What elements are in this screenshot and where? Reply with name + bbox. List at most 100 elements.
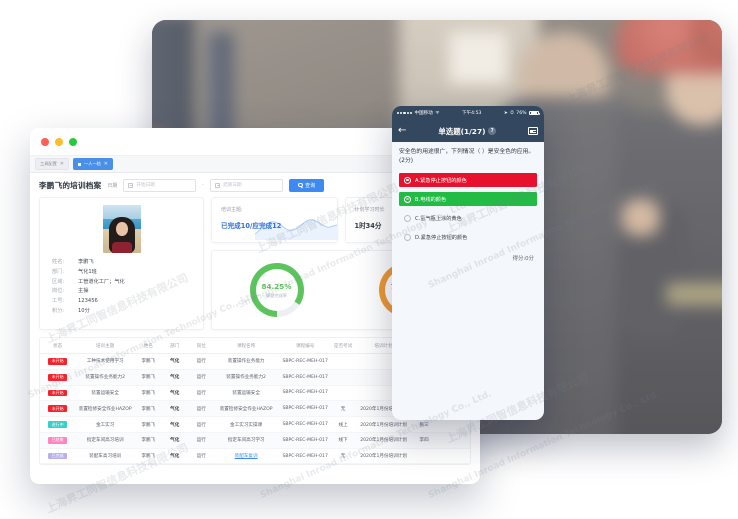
table-header-row: 状态培训主题姓名部门岗位课程名称课程编号是否考试培训计划讲师培训日期 <box>40 338 470 354</box>
course-cell: 金工实习实操课 <box>214 416 278 433</box>
tab-tool-config[interactable]: 工具配置 ✕ <box>35 158 69 170</box>
radio-icon <box>404 214 411 222</box>
name-cell: 李鹏飞 <box>135 416 162 433</box>
date-cell <box>434 432 470 449</box>
kpi-row: 培训主题: 已完成10/应完成12 计划学习时长 1时34分 <box>211 197 471 243</box>
column-header: 部门 <box>161 338 188 354</box>
maximize-icon[interactable] <box>69 137 77 146</box>
search-button[interactable]: 查询 <box>289 178 325 192</box>
training-topic-card: 培训主题: 已完成10/应完成12 <box>211 197 338 243</box>
close-icon[interactable]: ✕ <box>103 161 108 167</box>
option-d[interactable]: D.紧急停止按钮的颜色 <box>399 231 537 245</box>
phone-title: 单选题(1/27) ? <box>438 126 496 137</box>
back-arrow-icon[interactable]: ← <box>398 125 407 136</box>
course-cell: 指定车间高习学习 <box>214 432 278 449</box>
topic-cell: 装置操作业务能力2 <box>75 369 136 386</box>
battery-icon <box>529 110 540 116</box>
phone-navbar: ← 单选题(1/27) ? <box>392 120 544 142</box>
profile-field-list: 姓名: 李鹏飞 部门: 气化1班 区域: 工管道化工厂；气化 岗位: <box>40 259 203 314</box>
course-cell: 装置检修安全作业HAZOP <box>214 400 278 418</box>
radio-icon <box>404 195 411 203</box>
close-icon[interactable]: ✕ <box>59 161 64 167</box>
status-cell: 未开始 <box>40 369 76 386</box>
post-cell: 运行 <box>187 416 215 433</box>
field-label: 工号: <box>52 298 65 305</box>
carrier-label: 中国移动 <box>414 111 433 116</box>
status-badge: 已结束 <box>48 436 67 444</box>
radio-icon <box>404 176 411 184</box>
dept-cell: 气化 <box>161 353 188 370</box>
dept-cell: 气化 <box>161 448 188 465</box>
mobile-phone-mockup: 中国移动 ᯤ 下午4:53 ➤ ⏱ 76% ← 单选题(1/27) ? 安全色的… <box>392 106 544 420</box>
dept-cell: 气化 <box>161 369 188 386</box>
column-header: 岗位 <box>187 338 215 354</box>
status-badge: 已完成 <box>48 452 67 460</box>
field-label: 姓名: <box>52 259 65 265</box>
table-row[interactable]: 已完成 装配车高习培训 李鹏飞 气化 运行 装配车复训 SBPC-REC-MEH-017 无 2… <box>40 448 470 465</box>
exam-cell <box>332 353 354 370</box>
battery-percent: 76% <box>516 110 527 116</box>
card-icon[interactable] <box>527 127 538 135</box>
option-a[interactable]: A.紧急停止按钮的颜色 <box>399 172 537 188</box>
option-label: D.紧急停止按钮的颜色 <box>415 235 468 242</box>
field-label: 积分: <box>52 307 65 314</box>
exam-cell: 无 <box>332 400 354 418</box>
phone-title-label: 单选题(1/27) <box>438 126 486 136</box>
end-date-input[interactable]: 结束日期 <box>210 178 284 192</box>
option-c[interactable]: C.氢气瓶上涂的黄色 <box>399 211 537 225</box>
option-b[interactable]: B.电线的颜色 <box>399 192 537 207</box>
status-badge: 未开始 <box>48 358 67 365</box>
profile-field: 岗位: 主操 <box>52 289 191 294</box>
course-cell[interactable]: 装配车复训 <box>214 448 278 465</box>
date-range-label: 日期 <box>107 182 118 189</box>
minimize-icon[interactable] <box>55 137 63 146</box>
dept-cell: 气化 <box>161 385 188 402</box>
post-cell: 运行 <box>187 448 215 465</box>
field-value: 123456 <box>78 298 98 305</box>
avatar <box>102 205 141 253</box>
employee-profile-card: 姓名: 李鹏飞 部门: 气化1班 区域: 工管道化工厂；气化 岗位: <box>39 197 204 330</box>
close-icon[interactable] <box>41 137 49 146</box>
status-badge: 未开始 <box>48 405 67 413</box>
column-header: 是否考试 <box>332 338 354 354</box>
search-button-label: 查询 <box>305 182 316 189</box>
topic-cell: 指定车间高习培训 <box>75 432 136 449</box>
table-row[interactable]: 未开始 装置检修安全作业HAZOP 李鹏飞 气化 运行 装置检修安全作业HAZOP SBPC… <box>40 400 470 418</box>
table-row[interactable]: 进行中 金工实习 李鹏飞 气化 运行 金工实习实操课 SBPC-REC-MEH-017 线上 2… <box>40 416 470 433</box>
calendar-icon <box>215 182 221 188</box>
help-icon[interactable]: ? <box>488 127 496 135</box>
status-cell: 未开始 <box>40 385 76 402</box>
radio-icon <box>404 234 411 242</box>
start-date-placeholder: 开始日期 <box>136 183 155 188</box>
plan-cell: 2020年1月份培训计划 <box>353 416 414 433</box>
topic-cell: 装配车高习培训 <box>75 448 136 465</box>
profile-field: 姓名: 李鹏飞 <box>52 259 191 265</box>
status-cell: 未开始 <box>40 400 76 418</box>
location-arrow-icon: ➤ <box>503 110 508 116</box>
post-cell: 运行 <box>187 432 215 449</box>
alarm-icon: ⏱ <box>510 111 514 116</box>
card-label: 培训主题: <box>221 207 243 213</box>
topic-cell: 装置检修安全作业HAZOP <box>75 400 136 418</box>
field-value: 李鹏飞 <box>78 259 94 265</box>
course-code-cell: SBPC-REC-MEH-017 <box>277 432 333 449</box>
post-cell: 运行 <box>187 400 215 418</box>
table-row[interactable]: 未开始 装置运输安全 李鹏飞 气化 运行 装置运输安全 SBPC-REC-MEH-017 <box>40 385 470 402</box>
field-label: 区域: <box>52 278 65 285</box>
card-value: 已完成10/应完成12 <box>221 222 282 230</box>
option-label: C.氢气瓶上涂的黄色 <box>415 215 462 222</box>
field-label: 部门: <box>52 268 65 275</box>
table-row[interactable]: 已结束 指定车间高习培训 李鹏飞 气化 运行 指定车间高习学习 SBPC-REC-MEH-0… <box>40 432 470 449</box>
donut-percent: 84.25% <box>261 281 292 291</box>
start-date-input[interactable]: 开始日期 <box>123 178 197 192</box>
plan-cell: 2020年1月份培训计划 <box>353 448 414 465</box>
end-date-placeholder: 结束日期 <box>223 183 242 188</box>
donut-center: 84.25% 课题完成率 <box>255 269 298 311</box>
tab-one-person-one-file[interactable]: 一人一档 ✕ <box>72 158 113 170</box>
question-body: 安全色的用途很广，下列情况（ ）是安全色的应用。(2分) A.紧急停止按钮的颜色… <box>392 142 544 262</box>
column-header: 课程名称 <box>214 338 278 354</box>
status-bar-time: 下午4:53 <box>461 111 482 116</box>
post-cell: 运行 <box>187 353 215 370</box>
status-badge: 未开始 <box>48 373 67 381</box>
